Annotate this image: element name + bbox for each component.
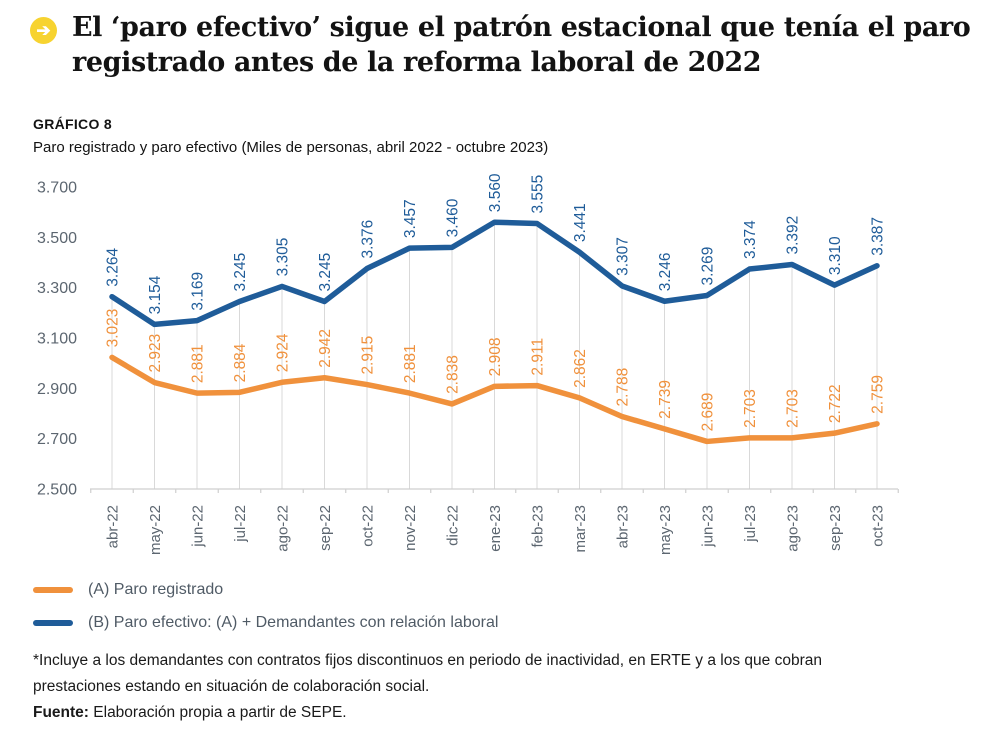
data-label: 2.881 — [402, 344, 419, 383]
data-label: 3.555 — [530, 175, 547, 214]
legend-swatch-orange — [33, 587, 73, 593]
footnote: *Incluye a los demandantes con contratos… — [33, 648, 822, 726]
data-label: 3.374 — [742, 220, 759, 259]
x-tick-label: ene-23 — [487, 505, 504, 552]
x-tick-label: jun-22 — [190, 505, 207, 548]
data-label: 3.387 — [870, 217, 887, 256]
x-tick-label: ago-23 — [785, 505, 802, 552]
footnote-line1: *Incluye a los demandantes con contratos… — [33, 652, 822, 669]
data-label: 3.560 — [487, 173, 504, 212]
x-tick-label: sep-23 — [827, 505, 844, 551]
x-tick-label: jul-22 — [232, 505, 249, 543]
data-label: 3.307 — [615, 237, 632, 276]
data-label: 2.915 — [360, 336, 377, 375]
y-tick-label: 3.500 — [37, 230, 77, 247]
x-tick-label: sep-22 — [317, 505, 334, 551]
legend-label-paro-efectivo: (B) Paro efectivo: (A) + Demandantes con… — [88, 614, 499, 631]
data-label: 2.759 — [870, 375, 887, 414]
data-label: 2.862 — [572, 349, 589, 388]
x-tick-label: oct-23 — [870, 505, 887, 547]
data-label: 2.911 — [530, 338, 547, 376]
page-title: El ‘paro efectivo’ sigue el patrón estac… — [72, 10, 971, 80]
x-tick-label: jun-23 — [700, 505, 717, 548]
data-label: 3.457 — [402, 199, 419, 238]
y-tick-label: 2.900 — [37, 381, 77, 398]
x-tick-label: nov-22 — [402, 505, 419, 551]
data-label: 2.739 — [657, 380, 674, 419]
source-label: Fuente: — [33, 704, 89, 721]
data-label: 2.838 — [445, 355, 462, 394]
series-line — [109, 219, 880, 328]
y-tick-label: 3.700 — [37, 180, 77, 197]
data-label: 2.788 — [615, 368, 632, 407]
x-tick-label: abr-22 — [105, 505, 122, 548]
data-label: 2.881 — [190, 344, 207, 383]
legend-label-paro-registrado: (A) Paro registrado — [88, 581, 224, 598]
data-label: 2.908 — [487, 338, 504, 377]
page-title-line2: registrado antes de la reforma laboral d… — [72, 47, 762, 78]
data-label: 3.392 — [785, 216, 802, 255]
data-label: 3.376 — [360, 220, 377, 259]
x-tick-label: may-23 — [657, 505, 674, 555]
x-tick-label: abr-23 — [615, 505, 632, 548]
data-label: 3.305 — [275, 238, 292, 277]
x-tick-label: ago-22 — [275, 505, 292, 552]
x-tick-label: mar-23 — [572, 505, 589, 553]
y-tick-label: 3.100 — [37, 331, 77, 348]
data-label: 3.169 — [190, 272, 207, 311]
chart-subtitle: Paro registrado y paro efectivo (Miles d… — [33, 139, 549, 156]
x-tick-label: jul-23 — [742, 505, 759, 543]
y-tick-label: 3.300 — [37, 280, 77, 297]
legend-item-paro-registrado: (A) Paro registrado — [33, 581, 498, 599]
legend-swatch-blue — [33, 620, 73, 626]
y-tick-label: 2.700 — [37, 431, 77, 448]
arrow-right-icon: ➔ — [30, 17, 57, 44]
data-label: 3.245 — [317, 253, 334, 292]
data-label: 2.924 — [275, 333, 292, 372]
chart-number-label: GRÁFICO 8 — [33, 116, 112, 132]
data-label: 2.942 — [317, 329, 334, 368]
data-label: 2.689 — [700, 393, 717, 432]
data-label: 2.884 — [232, 343, 249, 382]
data-label: 3.245 — [232, 253, 249, 292]
data-label: 3.264 — [105, 248, 122, 287]
source-text: Elaboración propia a partir de SEPE. — [93, 704, 347, 721]
data-label: 2.703 — [742, 389, 759, 428]
data-label: 3.246 — [657, 252, 674, 291]
y-tick-label: 2.500 — [37, 482, 77, 499]
x-tick-label: may-22 — [147, 505, 164, 555]
legend: (A) Paro registrado (B) Paro efectivo: (… — [33, 581, 498, 647]
data-label: 3.154 — [147, 275, 164, 314]
data-label: 2.703 — [785, 389, 802, 428]
data-label: 2.722 — [827, 384, 844, 423]
legend-item-paro-efectivo: (B) Paro efectivo: (A) + Demandantes con… — [33, 614, 498, 632]
x-tick-label: dic-22 — [445, 505, 462, 546]
data-label: 3.269 — [700, 247, 717, 286]
x-tick-label: oct-22 — [360, 505, 377, 547]
series-line — [109, 354, 880, 445]
data-label: 3.441 — [572, 203, 589, 242]
data-label: 2.923 — [147, 334, 164, 373]
page-title-line1: El ‘paro efectivo’ sigue el patrón estac… — [72, 12, 971, 43]
data-label: 3.460 — [445, 198, 462, 237]
data-label: 3.023 — [105, 309, 122, 348]
data-label: 3.310 — [827, 236, 844, 275]
footnote-line2: prestaciones estando en situación de col… — [33, 678, 430, 695]
x-tick-label: feb-23 — [530, 505, 547, 548]
chart-svg: 2.500 2.700 2.900 3.100 3.300 3.500 3.700 abr-2… — [37, 173, 899, 555]
source-line: Fuente: Elaboración propia a partir de S… — [33, 700, 822, 726]
line-chart: 2.500 2.700 2.900 3.100 3.300 3.500 3.700 abr-2… — [0, 170, 1002, 575]
